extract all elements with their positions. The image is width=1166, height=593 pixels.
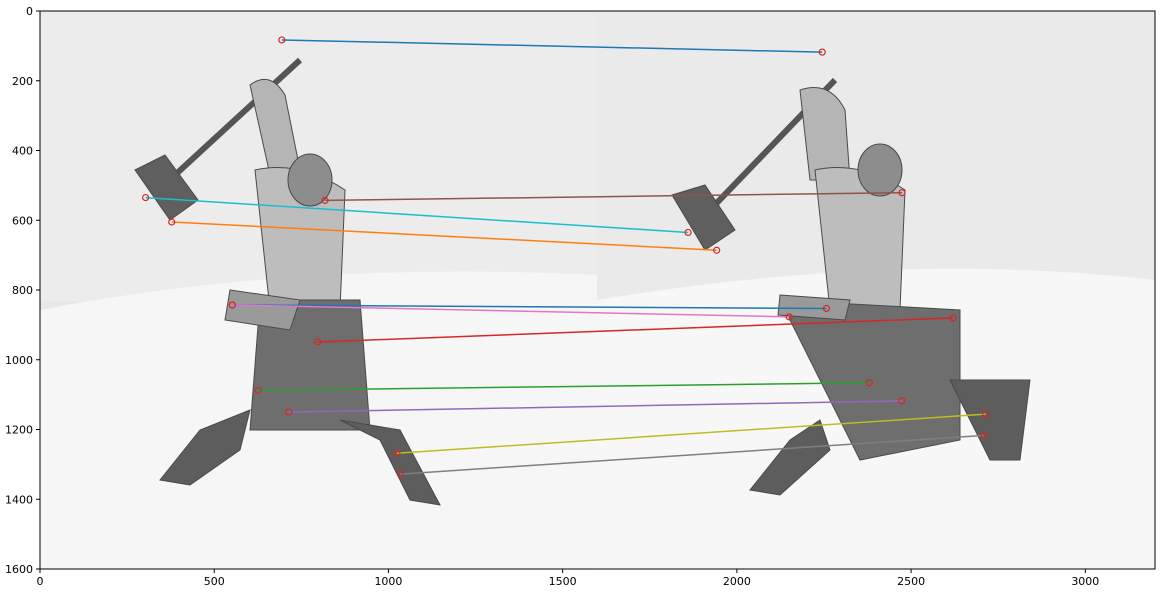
match-line-11 — [400, 434, 985, 475]
keypoint-7-left — [314, 338, 322, 346]
x-tick-label: 2500 — [897, 575, 925, 588]
keypoint-6-right — [785, 313, 793, 321]
keypoint-3-right — [684, 228, 692, 237]
match-line-10 — [396, 413, 986, 454]
y-tick-label: 200 — [12, 75, 33, 88]
keypoints — [141, 36, 990, 478]
background-photo — [40, 11, 1155, 569]
y-tick-label: 1000 — [5, 354, 33, 367]
x-tick-label: 1500 — [549, 575, 577, 588]
match-lines — [145, 39, 986, 475]
y-tick-label: 400 — [12, 145, 33, 158]
keypoint-11-right — [980, 431, 988, 440]
keypoint-8-left — [254, 386, 262, 395]
y-tick-label: 1200 — [5, 424, 33, 437]
y-tick-label: 600 — [12, 214, 33, 227]
y-tick-label: 0 — [26, 5, 33, 18]
match-line-2 — [325, 191, 903, 202]
keypoint-5-right — [822, 304, 831, 313]
keypoint-9-right — [898, 397, 906, 405]
left-figurine — [134, 57, 441, 506]
keypoint-10-right — [982, 410, 990, 418]
keypoint-4-left — [168, 218, 176, 226]
keypoint-1-right — [818, 48, 826, 56]
match-line-3 — [145, 196, 689, 234]
match-line-4 — [171, 221, 717, 251]
keypoint-4-right — [713, 246, 721, 254]
keypoint-2-left — [321, 196, 329, 204]
keypoint-1-left — [278, 36, 286, 44]
y-tick-label: 1600 — [5, 563, 33, 576]
x-tick-label: 2000 — [723, 575, 751, 588]
x-tick-label: 0 — [37, 575, 44, 588]
match-line-7 — [317, 317, 953, 343]
y-axis: 0 200 400 600 800 1000 1200 1400 1600 — [5, 5, 40, 576]
x-tick-label: 500 — [204, 575, 225, 588]
match-line-6 — [232, 304, 790, 318]
keypoint-8-right — [865, 379, 873, 387]
keypoint-9-left — [285, 408, 293, 416]
keypoint-3-left — [141, 193, 150, 202]
keypoint-7-right — [949, 314, 957, 322]
match-line-1 — [281, 39, 823, 53]
match-line-8 — [258, 382, 870, 392]
x-axis: 0 500 1000 1500 2000 2500 3000 — [37, 569, 1099, 588]
x-tick-label: 3000 — [1071, 575, 1099, 588]
x-tick-label: 1000 — [374, 575, 402, 588]
keypoint-2-right — [898, 189, 906, 197]
keypoint-11-left — [396, 470, 404, 478]
match-line-9 — [288, 400, 902, 413]
y-tick-label: 1400 — [5, 493, 33, 506]
keypoint-10-left — [393, 449, 401, 457]
y-tick-label: 800 — [12, 284, 33, 297]
keypoint-6-left — [228, 301, 236, 309]
match-line-5 — [232, 304, 827, 310]
